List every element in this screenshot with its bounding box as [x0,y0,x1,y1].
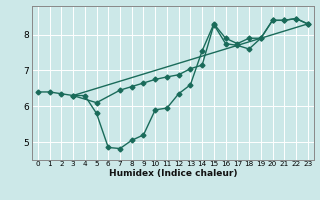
X-axis label: Humidex (Indice chaleur): Humidex (Indice chaleur) [108,169,237,178]
